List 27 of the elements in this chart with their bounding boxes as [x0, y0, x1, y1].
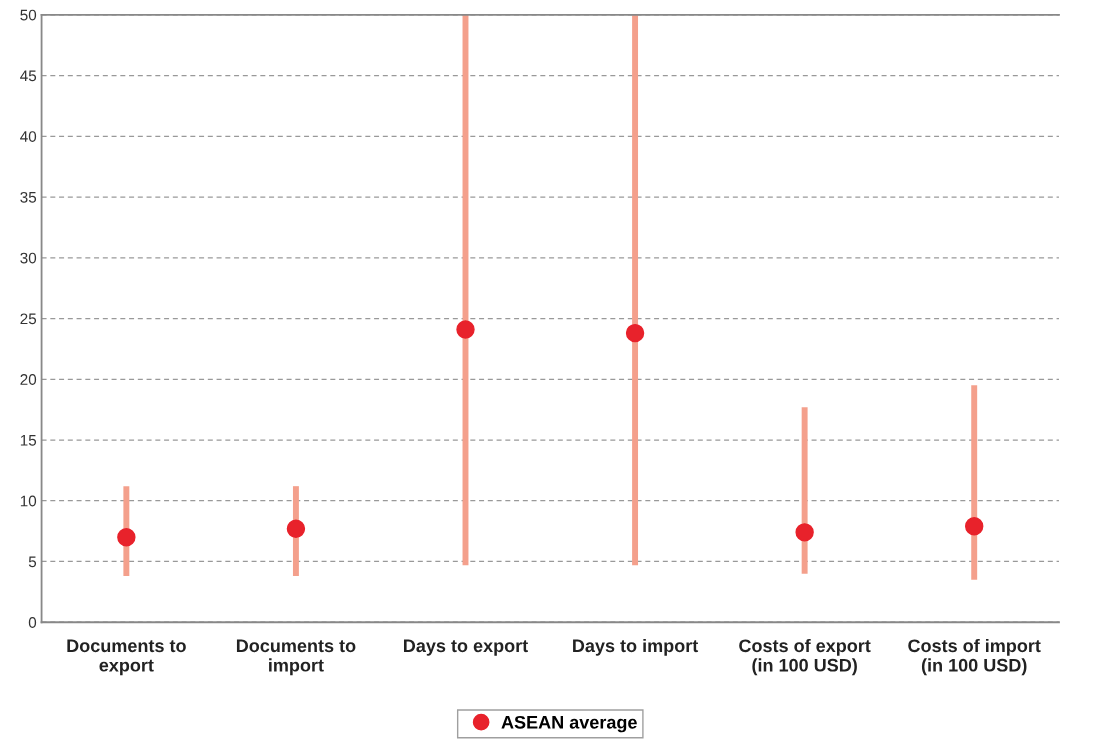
y-tick-label: 40 — [20, 131, 37, 142]
point — [117, 527, 136, 547]
x-tick-label: Documents to export — [67, 639, 186, 676]
point — [625, 323, 645, 343]
y-tick-label: 30 — [20, 252, 37, 264]
y-tick-label: 10 — [20, 495, 37, 507]
x-tick-label: Documents to import — [236, 639, 356, 676]
bar — [801, 407, 808, 574]
legend-label: ASEAN average — [501, 715, 637, 733]
point — [456, 320, 475, 339]
point — [286, 519, 306, 538]
x-tick-label: Costs of import (in 100 USD) — [908, 638, 1041, 676]
x-tick-label: Days to import — [573, 638, 699, 656]
point — [795, 523, 814, 542]
y-tick-label: 25 — [20, 313, 37, 325]
y-tick-label: 20 — [20, 374, 37, 385]
bar — [971, 385, 978, 580]
x-tick-label: Costs of export (in 100 USD) — [739, 638, 871, 676]
y-tick-label: 0 — [28, 617, 37, 628]
point — [965, 517, 984, 536]
y-tick-label: 45 — [20, 70, 37, 82]
bar — [632, 14, 639, 566]
x-tick-label: Days to export — [404, 639, 528, 656]
y-tick-label: 5 — [28, 556, 37, 568]
y-tick-label: 15 — [20, 435, 37, 446]
y-tick-label: 35 — [20, 191, 37, 203]
y-tick-label: 50 — [20, 9, 37, 21]
